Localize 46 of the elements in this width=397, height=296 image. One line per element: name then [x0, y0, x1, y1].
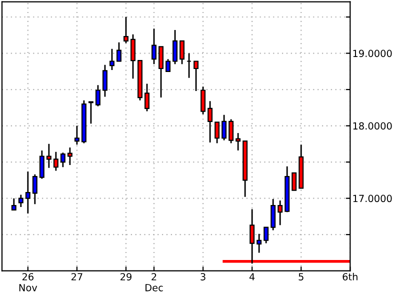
x-tick-label: 27 [71, 273, 82, 280]
candlestick [25, 170, 30, 214]
candlestick [102, 64, 108, 98]
candlestick [60, 152, 66, 168]
candlestick [200, 86, 206, 115]
x-tick-label: 29 [120, 273, 132, 280]
candlestick [278, 200, 283, 226]
y-tick-label: 18.0000 [353, 122, 392, 130]
candlestick [74, 125, 80, 146]
candlestick [152, 28, 156, 65]
candlestick [270, 198, 276, 231]
candlestick [130, 34, 136, 80]
candlestick [264, 226, 269, 244]
x-tick-label: 3 [200, 273, 206, 280]
candlestick [11, 198, 16, 211]
candlestick [109, 48, 114, 71]
y-tick-label: 17.0000 [353, 194, 392, 202]
candlestick [32, 174, 38, 205]
candlestick [124, 16, 128, 44]
candlestick [18, 194, 24, 208]
candlestick [144, 83, 150, 112]
candlestick [166, 58, 170, 72]
x-tick-label: 6th [342, 272, 358, 280]
candlestick [172, 29, 178, 65]
candlestick [180, 40, 185, 65]
candlestick [256, 233, 262, 254]
x-tick-label: 2 Dec [146, 273, 163, 292]
candlestick [53, 151, 58, 172]
x-tick-label: 5 [298, 273, 304, 280]
x-tick-label: 4 [249, 273, 255, 280]
candlestick [228, 118, 234, 144]
candlestick [208, 100, 213, 144]
candlestick [116, 42, 122, 62]
candlestick [88, 101, 94, 124]
candlestick [67, 146, 72, 166]
candlestick [194, 60, 199, 92]
candlestick [158, 46, 164, 98]
candlestick [236, 132, 241, 152]
x-tick-label: 26 Nov [19, 273, 38, 292]
candlestick [95, 84, 100, 107]
candlestick [292, 172, 297, 191]
candlestick [214, 121, 220, 144]
candlestick [46, 143, 52, 169]
y-tick-label: 19.0000 [353, 50, 392, 58]
candlestick [39, 150, 44, 180]
candlestick [222, 114, 227, 141]
